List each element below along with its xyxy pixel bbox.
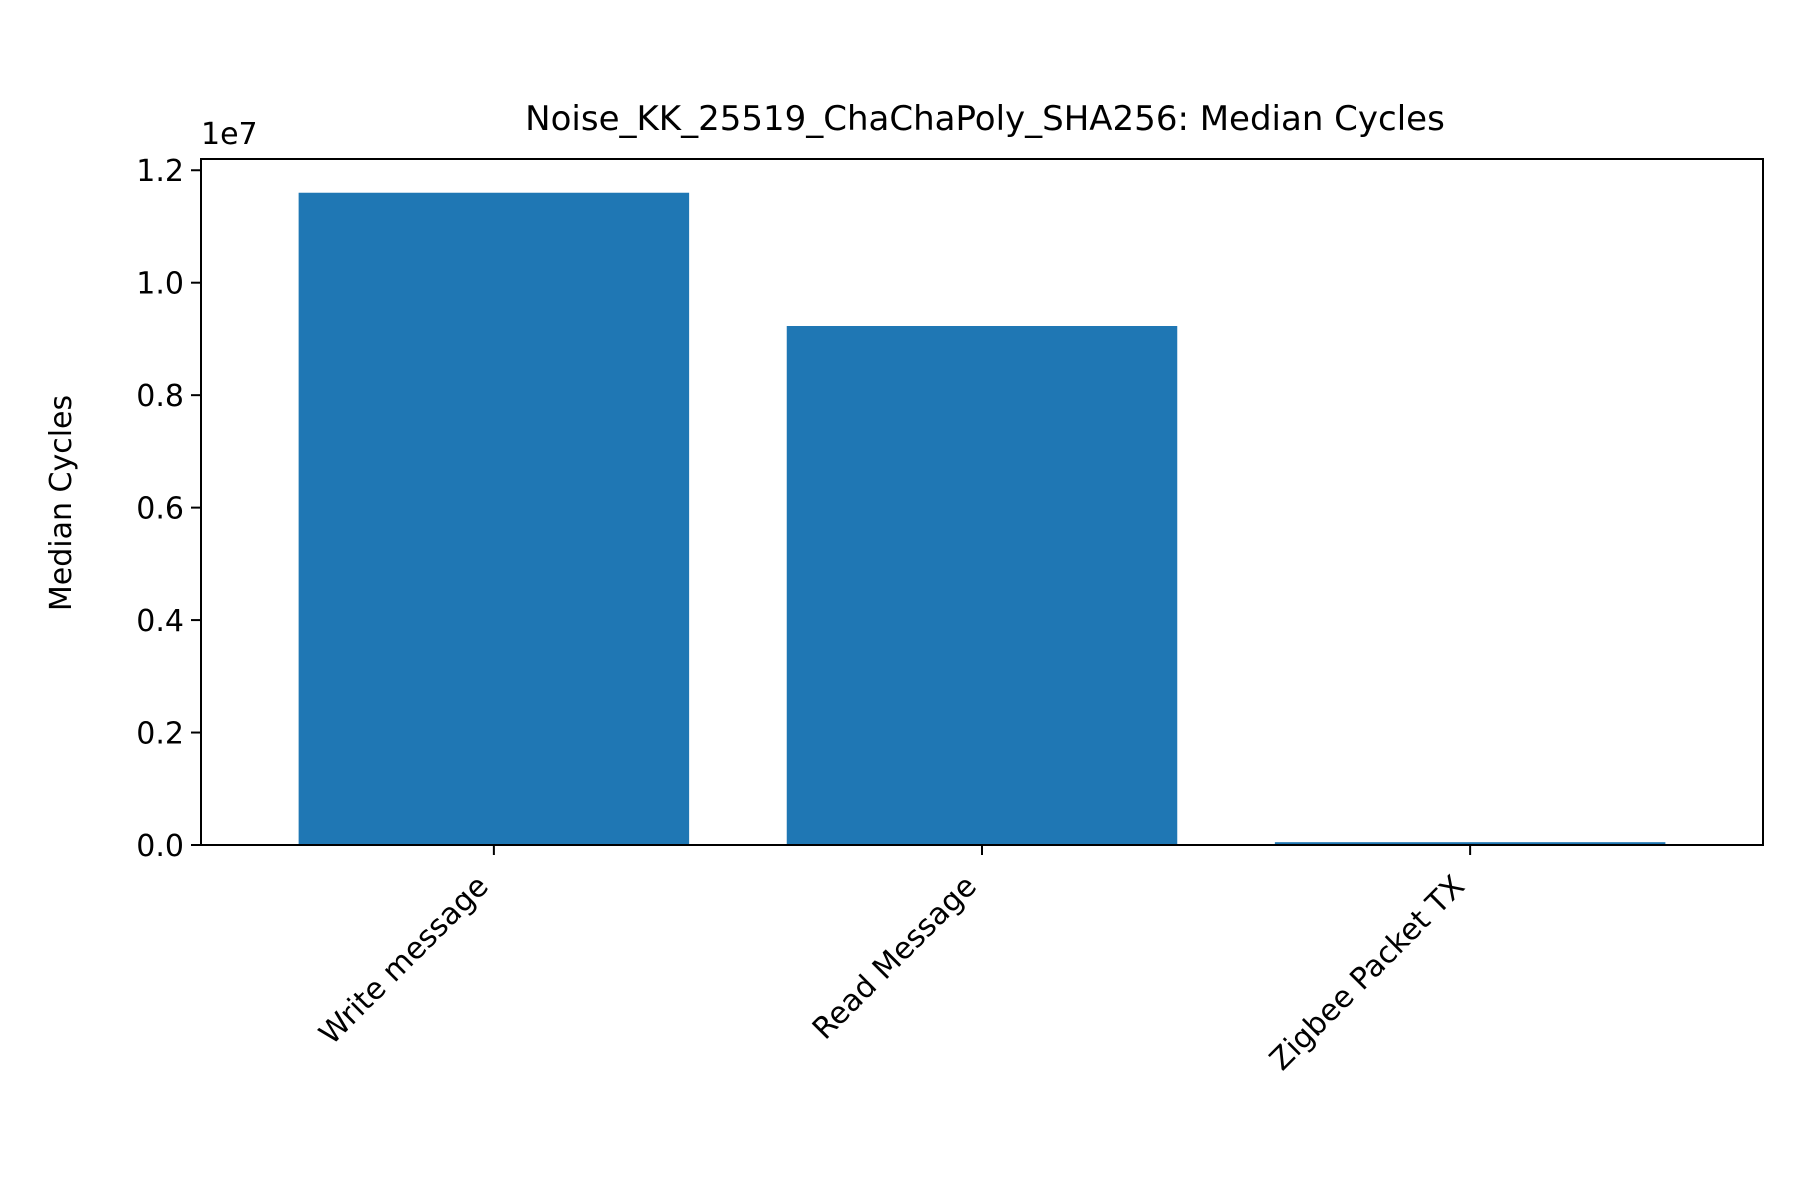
chart-title: Noise_KK_25519_ChaChaPoly_SHA256: Median… xyxy=(525,99,1445,139)
y-tick-label: 0.8 xyxy=(136,379,184,414)
y-axis-label: Median Cycles xyxy=(44,395,79,611)
y-axis-scale-label: 1e7 xyxy=(201,117,258,152)
x-tick-label: Read Message xyxy=(806,869,984,1047)
y-tick-label: 1.0 xyxy=(136,267,184,302)
y-tick-label: 1.2 xyxy=(136,154,184,189)
y-tick-label: 0.2 xyxy=(136,717,184,752)
y-tick-label: 0.6 xyxy=(136,492,184,527)
plot-frame xyxy=(200,158,1764,846)
x-tick-label: Write message xyxy=(313,869,496,1052)
bar-1 xyxy=(786,326,1178,845)
y-tick-label: 0.4 xyxy=(136,604,184,639)
y-tick-label: 0.0 xyxy=(136,829,184,864)
x-tick-label: Zigbee Packet TX xyxy=(1263,869,1472,1078)
bar-2 xyxy=(1274,842,1666,845)
bars-layer xyxy=(298,192,1666,846)
bar-0 xyxy=(298,192,690,846)
